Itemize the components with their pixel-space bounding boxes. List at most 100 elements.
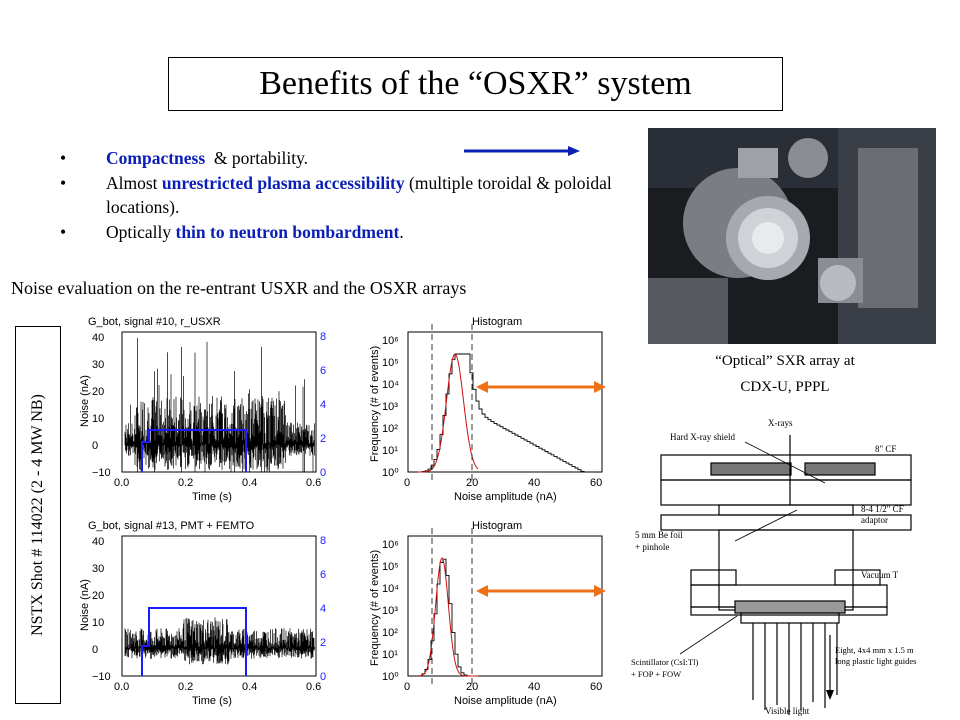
y2-tick-label: 0 [320,467,326,479]
y2-tick-label: 8 [320,535,326,547]
y-tick-label: 0 [92,644,98,656]
svg-text:8" CF: 8" CF [875,444,896,454]
y-tick-label: 10³ [382,401,398,413]
noise-trace [124,338,315,472]
bullet-highlight: thin to neutron bombardment [175,221,400,242]
orange-arrowhead-right [594,585,606,597]
svg-text:X-rays: X-rays [768,418,793,428]
y-tick-label: 40 [92,332,104,344]
y-tick-label: 10⁴ [382,379,399,391]
plot-title: Histogram [472,316,522,328]
x-tick-label: 0.2 [178,681,193,693]
y-tick-label: 10⁰ [382,671,399,683]
x-tick-label: 60 [590,477,602,489]
noise-caption: Noise evaluation on the re-entrant USXR … [11,278,467,298]
svg-text:Visible light: Visible light [765,706,810,716]
xrays-label: X-rays [768,418,793,428]
y-axis-label: Frequency (# of events) [369,550,381,666]
bullet-item: • Optically thin to neutron bombardment. [60,220,620,245]
svg-text:+ pinhole: + pinhole [635,542,669,552]
x-tick-label: 0.2 [178,477,193,489]
hard-shield-label: Hard X-ray shield [670,432,735,442]
histogram-steps [421,353,602,473]
y-tick-label: 10¹ [382,649,398,661]
bullet-plain: (multiple toroidal & poloidal locations)… [106,172,617,218]
y-tick-label: 0 [92,440,98,452]
y-tick-label: 10² [382,627,398,639]
plot-frame [121,331,317,473]
bullet-plain: Optically [106,221,176,242]
svg-text:Vacuum T: Vacuum T [861,570,899,580]
y-tick-label: 10² [382,423,398,435]
orange-arrowhead-right [594,381,606,393]
y-tick-label: −10 [92,467,111,479]
array-schematic: X-rays Hard X-ray shield 8" CF 8-4 1/2" … [631,418,916,716]
photo-cdxu-array [648,128,936,344]
bullet-dot: • [60,172,67,193]
x-tick-label: 20 [466,477,478,489]
plot-title: G_bot, signal #10, r_USXR [88,316,221,328]
shot-label: NSTX Shot # 114022 (2 - 4 MW NB) [29,394,46,636]
y-tick-label: 20 [92,590,104,602]
y-tick-label: 30 [92,563,104,575]
y-tick-label: 10⁵ [382,357,399,369]
x-tick-label: 0.4 [242,477,257,489]
x-tick-label: 0.0 [114,477,129,489]
title-box: Benefits of the “OSXR” system [168,57,783,111]
orange-arrowhead-left [476,381,488,393]
plot-title: Histogram [472,520,522,532]
y-tick-label: 10 [92,617,104,629]
signal-trace [141,429,247,472]
bullet-dot: • [60,148,67,168]
x-axis-label: Noise amplitude (nA) [454,695,557,707]
guides-label-1: Eight, 4x4 mm x 1.5 m [835,645,914,655]
visible-light-label: Visible light [765,706,810,716]
signal-trace [141,607,247,676]
photo-caption-line2: CDX-U, PPPL [740,379,830,395]
bullet-highlight: Compactness [106,148,206,168]
svg-text:8-4 1/2" CF: 8-4 1/2" CF [861,504,904,514]
x-axis-label: Time (s) [192,491,232,503]
scintillator-label-1: Scintillator (CsI:Tl) [631,657,698,667]
y-tick-label: 20 [92,386,104,398]
y2-tick-label: 2 [320,433,326,445]
plot-frame [407,331,603,473]
bullet-text: Almost unrestricted plasma accessibility… [106,171,620,220]
bullet-highlight: unrestricted plasma accessibility [161,172,405,193]
x-tick-label: 0 [404,681,410,693]
x-axis-label: Time (s) [192,695,232,707]
svg-text:Eight, 4x4 mm x 1.5 m: Eight, 4x4 mm x 1.5 m [835,645,914,655]
y2-tick-label: 0 [320,671,326,683]
bullet-dot: • [60,221,67,242]
bullet-item: • Almost unrestricted plasma accessibilit… [60,171,620,220]
x-axis-label: Noise amplitude (nA) [454,491,557,503]
y-tick-label: 10⁵ [382,561,399,573]
y-axis-label: Noise (nA) [79,579,91,631]
bullet-text: Optically thin to neutron bombardment. [106,220,404,245]
y-tick-label: 10⁶ [382,335,399,347]
y-tick-label: 10⁴ [382,583,399,595]
y2-tick-label: 8 [320,331,326,343]
x-tick-label: 0.6 [306,477,321,489]
be-foil-label-1: 5 mm Be foil [635,530,683,540]
y-tick-label: 10³ [382,605,398,617]
y-tick-label: 10 [92,413,104,425]
x-tick-label: 0.0 [114,681,129,693]
guides-label-2: long plastic light guides [835,656,916,666]
vacuum-label: Vacuum T [861,570,899,580]
y-tick-label: 30 [92,359,104,371]
x-tick-label: 40 [528,681,540,693]
photo-caption: “Optical” SXR array at CDX-U, PPPL [660,348,910,400]
y2-tick-label: 2 [320,637,326,649]
y2-tick-label: 4 [320,399,326,411]
photo-caption-line1: “Optical” SXR array at [715,353,855,369]
y2-tick-label: 4 [320,603,326,615]
y2-tick-label: 6 [320,569,326,581]
y-tick-label: 10⁰ [382,467,399,479]
y-axis-label: Frequency (# of events) [369,346,381,462]
x-tick-label: 40 [528,477,540,489]
bullet-plain: . [399,221,404,242]
orange-arrowhead-left [476,585,488,597]
y2-tick-label: 6 [320,365,326,377]
y-tick-label: −10 [92,671,111,683]
